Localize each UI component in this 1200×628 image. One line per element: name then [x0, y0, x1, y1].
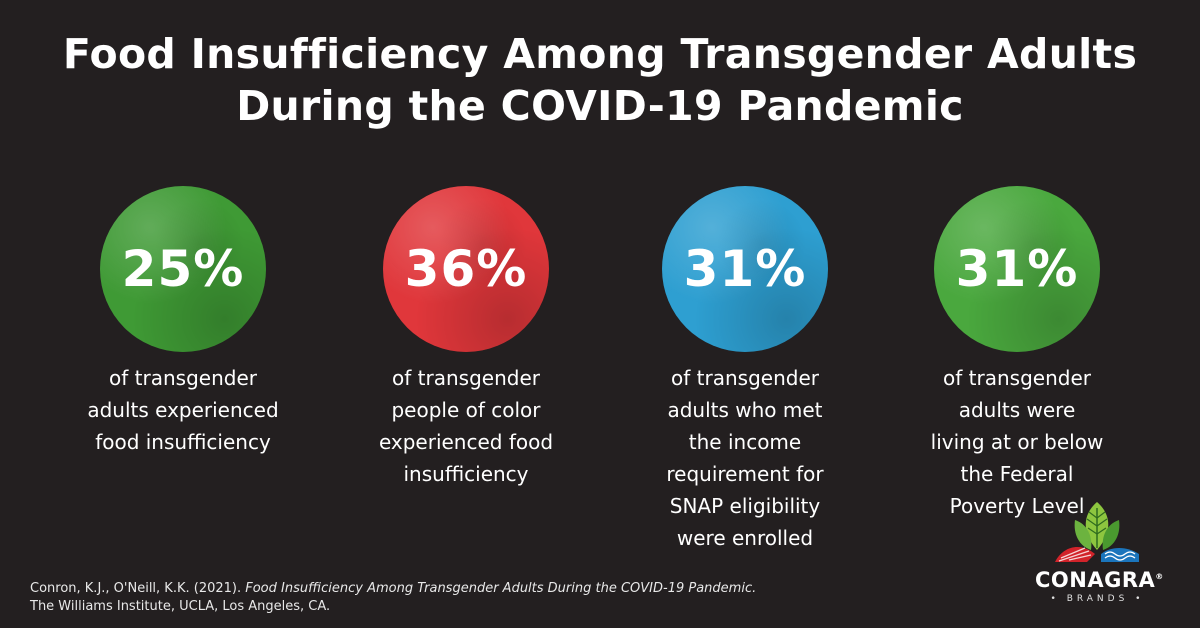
stat-2-line: of transgender [392, 366, 540, 390]
title-line-1: Food Insufficiency Among Transgender Adu… [62, 30, 1138, 78]
stat-circle-3: 31% [662, 186, 828, 352]
stat-card-3: 31% of transgender adults who met the in… [620, 186, 870, 554]
stat-value-1: 25% [121, 240, 245, 298]
stat-3-line: of transgender [671, 366, 819, 390]
stat-2-line: experienced food [378, 430, 554, 454]
stat-4-line: living at or below [930, 430, 1104, 454]
conagra-logo: CONAGRA® • BRANDS • [1035, 498, 1164, 610]
stat-3-line: were enrolled [676, 526, 814, 550]
stat-value-2: 36% [404, 240, 528, 298]
stat-description-4: of transgender adults were living at or … [892, 362, 1142, 522]
stat-4-line: adults were [958, 398, 1076, 422]
stat-card-1: 25% of transgender adults experienced fo… [58, 186, 308, 458]
stat-description-3: of transgender adults who met the income… [620, 362, 870, 554]
stat-circle-2: 36% [383, 186, 549, 352]
stat-card-2: 36% of transgender people of color exper… [341, 186, 591, 490]
stat-value-4: 31% [955, 240, 1079, 298]
citation-work-title: Food Insufficiency Among Transgender Adu… [245, 581, 757, 596]
citation-publisher: The Williams Institute, UCLA, Los Angele… [30, 599, 331, 614]
logo-tagline: • BRANDS • [1050, 594, 1145, 604]
stat-2-line: people of color [391, 398, 541, 422]
title-line-2: During the COVID-19 Pandemic [236, 82, 964, 130]
stat-2-line: insufficiency [403, 462, 529, 486]
stat-4-line: of transgender [943, 366, 1091, 390]
stat-card-4: 31% of transgender adults were living at… [892, 186, 1142, 522]
stat-4-line: the Federal [960, 462, 1074, 486]
citation-authors: Conron, K.J., O'Neill, K.K. (2021). [30, 581, 246, 596]
stat-3-line: adults who met [667, 398, 823, 422]
stat-4-line: Poverty Level [949, 494, 1085, 518]
leaf-icon [1055, 502, 1139, 562]
stat-description-2: of transgender people of color experienc… [341, 362, 591, 490]
stat-circle-1: 25% [100, 186, 266, 352]
stat-circle-4: 31% [934, 186, 1100, 352]
stat-description-1: of transgender adults experienced food i… [58, 362, 308, 458]
stat-3-line: requirement for [666, 462, 824, 486]
logo-wordmark: CONAGRA® [1035, 568, 1164, 592]
stat-1-line: of transgender [109, 366, 257, 390]
stat-value-3: 31% [683, 240, 807, 298]
citation: Conron, K.J., O'Neill, K.K. (2021). Food… [30, 580, 756, 616]
stat-3-line: the income [688, 430, 802, 454]
stat-3-line: SNAP eligibility [669, 494, 821, 518]
stat-1-line: adults experienced [87, 398, 279, 422]
stat-1-line: food insufficiency [95, 430, 271, 454]
page-title: Food Insufficiency Among Transgender Adu… [0, 28, 1200, 132]
